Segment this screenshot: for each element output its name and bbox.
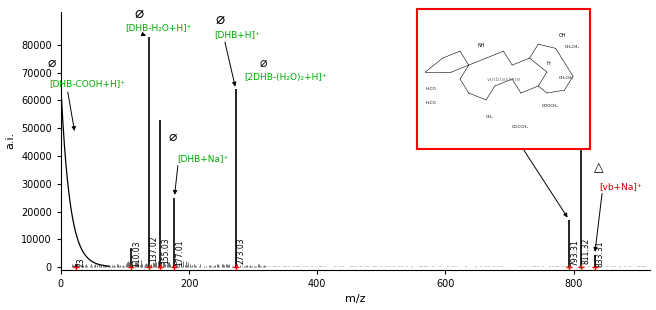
Text: ⌀: ⌀ (47, 56, 56, 70)
Text: vinblastine: vinblastine (486, 77, 521, 82)
Text: CH₂CH₃: CH₂CH₃ (564, 45, 579, 49)
Text: COOCH₃: COOCH₃ (542, 104, 559, 108)
Text: H: H (547, 61, 550, 66)
Text: 793.31: 793.31 (570, 240, 579, 266)
Text: 155.03: 155.03 (161, 237, 170, 264)
Text: NH: NH (478, 43, 485, 48)
Text: [vb+Na]⁺: [vb+Na]⁺ (599, 182, 642, 191)
Text: ⌀: ⌀ (134, 6, 144, 21)
Text: [DHB-H₂O+H]⁺: [DHB-H₂O+H]⁺ (125, 23, 192, 33)
Text: CH₃: CH₃ (486, 115, 493, 119)
Text: △: △ (479, 118, 489, 131)
Text: H₂CO: H₂CO (425, 87, 436, 91)
Y-axis label: a.i.: a.i. (5, 132, 16, 149)
Text: [vb+H]⁺: [vb+H]⁺ (518, 48, 556, 57)
Text: 273.03: 273.03 (237, 237, 246, 264)
Text: CH₂CH₃: CH₂CH₃ (559, 76, 574, 80)
Text: 177.01: 177.01 (175, 239, 184, 266)
Text: 23: 23 (77, 257, 85, 267)
X-axis label: m/z: m/z (346, 294, 366, 304)
Text: OOCCH₃: OOCCH₃ (512, 125, 529, 129)
Text: 833.31: 833.31 (596, 240, 605, 267)
Text: △: △ (521, 29, 530, 42)
Text: [DHB+H]⁺: [DHB+H]⁺ (215, 30, 260, 39)
Text: 137.02: 137.02 (150, 236, 159, 263)
Text: 811.32: 811.32 (582, 237, 590, 264)
Text: ⌀: ⌀ (169, 130, 177, 144)
Text: 110.03: 110.03 (133, 240, 141, 267)
Text: [DHB-COOH+H]⁺: [DHB-COOH+H]⁺ (49, 79, 125, 88)
Text: [2DHB-(H₂O)₂+H]⁺: [2DHB-(H₂O)₂+H]⁺ (244, 73, 327, 82)
Text: ⌀: ⌀ (260, 57, 267, 70)
Text: [vb-H₂O+H]⁺: [vb-H₂O+H]⁺ (471, 139, 529, 148)
Text: OH: OH (559, 33, 567, 38)
Text: [DHB+Na]⁺: [DHB+Na]⁺ (177, 154, 228, 163)
Text: H₂CO: H₂CO (425, 101, 436, 105)
Text: △: △ (594, 161, 604, 174)
Text: ⌀: ⌀ (215, 12, 224, 27)
